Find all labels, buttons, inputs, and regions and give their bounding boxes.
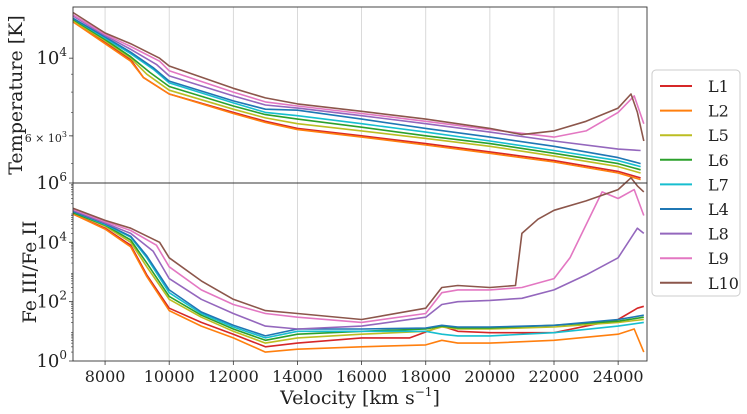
ionization-y-tick-label-2: 104 xyxy=(36,229,67,253)
ionization-y-tick-base-0: 10 xyxy=(36,351,59,372)
x-tick-label-14000: 14000 xyxy=(272,367,323,386)
vertical-grid xyxy=(104,7,619,361)
x-tick-label-24000: 24000 xyxy=(593,367,644,386)
legend-box xyxy=(651,69,741,297)
ionization-series-group xyxy=(72,177,645,353)
ionization-line-l7 xyxy=(72,210,644,339)
ionization-line-l2 xyxy=(72,213,645,353)
ionization-y-tick-base-1: 10 xyxy=(36,292,59,313)
ionization-y-tick-base-3: 10 xyxy=(36,173,59,194)
ionization-y-tick-exp-0: 0 xyxy=(59,348,67,362)
ionization-line-l1 xyxy=(72,213,645,348)
legend-label-l9: L9 xyxy=(708,249,729,268)
ionization-y-tick-exp-3: 6 xyxy=(59,170,67,184)
temperature-axis-label: Temperature [K] xyxy=(5,15,27,175)
legend-label-l4: L4 xyxy=(708,200,729,219)
velocity-axis-label-main: Velocity [km s xyxy=(279,387,415,409)
legend-label-l10: L10 xyxy=(708,274,739,293)
ionization-line-l8 xyxy=(72,209,645,330)
ionization-y-tick-exp-1: 2 xyxy=(59,289,67,303)
temperature-line-l9 xyxy=(72,14,645,138)
legend-label-l8: L8 xyxy=(708,225,729,244)
ionization-line-l5 xyxy=(72,211,644,344)
temperature-y-tick-label-0: 104 xyxy=(36,45,67,69)
legend-label-l2: L2 xyxy=(708,102,729,121)
temperature-line-l4 xyxy=(72,17,641,165)
temperature-y-tick-label-1: 6 × 103 xyxy=(25,130,67,145)
ionization-line-l10 xyxy=(72,177,645,321)
temperature-line-l2 xyxy=(72,21,641,181)
ionization-y-tick-label-0: 100 xyxy=(36,348,67,372)
temperature-y-tick-base-0: 10 xyxy=(36,48,59,69)
temperature-y-tick-exp-1: 3 xyxy=(62,130,67,139)
legend-label-l7: L7 xyxy=(708,175,729,194)
temperature-line-l8 xyxy=(72,15,641,152)
legend-label-l5: L5 xyxy=(708,126,729,145)
ionization-y-tick-label-1: 102 xyxy=(36,289,67,313)
ionization-y-tick-base-2: 10 xyxy=(36,232,59,253)
temperature-y-tick-base-1: 6 × 10 xyxy=(25,132,62,145)
x-tick-label-20000: 20000 xyxy=(464,367,515,386)
velocity-axis-label-end: ] xyxy=(432,387,439,409)
legend-label-l6: L6 xyxy=(708,151,729,170)
x-tick-label-22000: 22000 xyxy=(529,367,580,386)
x-tick-label-16000: 16000 xyxy=(336,367,387,386)
ionization-y-tick-exp-2: 4 xyxy=(59,229,67,243)
x-tick-label-10000: 10000 xyxy=(144,367,195,386)
temperature-line-l7 xyxy=(72,17,641,168)
ionization-line-l9 xyxy=(72,188,645,324)
x-tick-label-18000: 18000 xyxy=(400,367,451,386)
x-tick-label-12000: 12000 xyxy=(208,367,259,386)
temperature-y-tick-exp-0: 4 xyxy=(59,45,67,59)
velocity-axis-label: Velocity [km s−1] xyxy=(279,385,440,409)
ionization-axis-label: Fe III/Fe II xyxy=(19,221,41,324)
temperature-series-group xyxy=(72,11,645,181)
ionization-panel-frame xyxy=(72,182,648,362)
temperature-line-l5 xyxy=(72,19,641,174)
temperature-line-l10 xyxy=(72,11,645,142)
temperature-line-l6 xyxy=(72,18,641,171)
axes-ticks: 8000 10000 12000 14000 16000 18000 20000 22000 2… xyxy=(25,45,644,386)
ionization-y-tick-label-3: 106 xyxy=(36,170,67,194)
legend: L1 L2 L5 L6 L7 L4 L8 L9 L10 xyxy=(651,69,741,297)
legend-label-l1: L1 xyxy=(708,77,729,96)
velocity-axis-label-sup: −1 xyxy=(415,385,433,399)
x-tick-label-8000: 8000 xyxy=(85,367,126,386)
